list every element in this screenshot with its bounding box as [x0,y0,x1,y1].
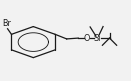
Text: Br: Br [2,19,11,28]
Text: O: O [84,34,90,43]
Text: Si: Si [94,34,101,43]
